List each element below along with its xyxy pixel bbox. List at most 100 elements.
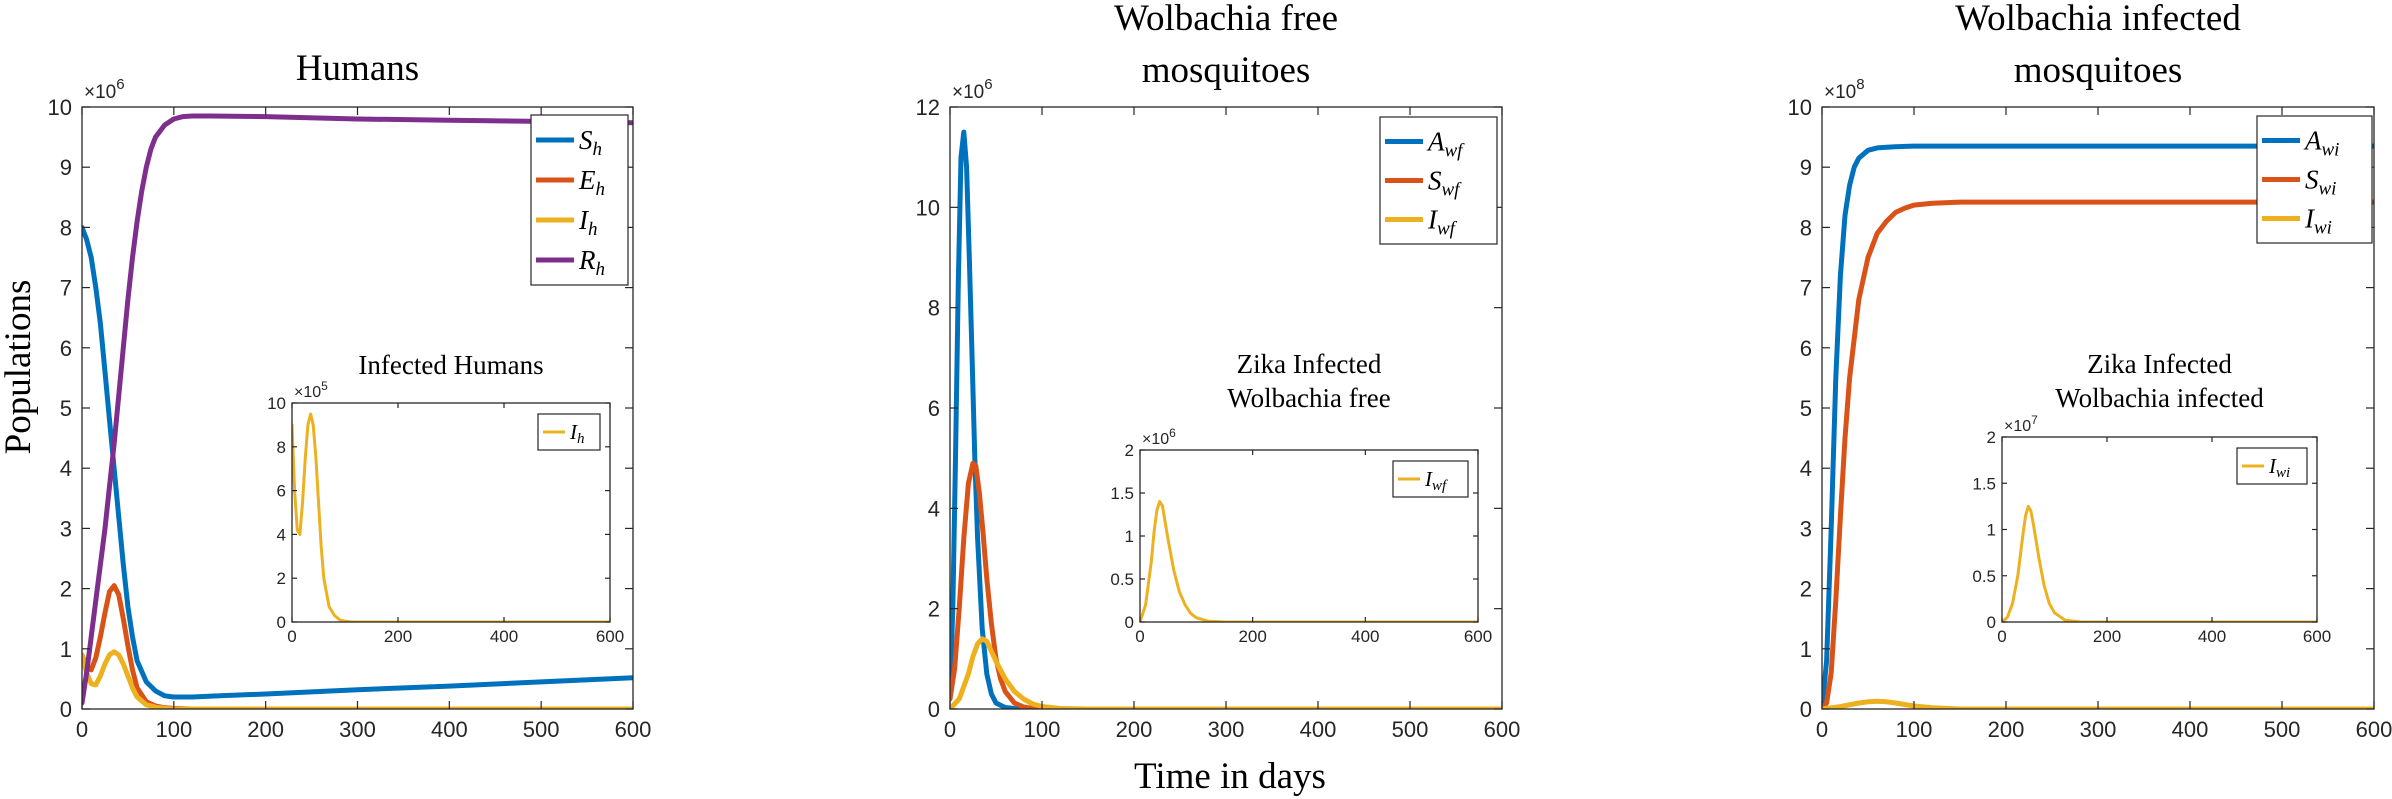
x-tick-label: 0 bbox=[1816, 717, 1828, 742]
chart-title-line: Humans bbox=[296, 48, 419, 89]
y-tick-label: 1 bbox=[1987, 521, 1996, 540]
legend-subscript: wi bbox=[2322, 140, 2340, 161]
series-line-Awi bbox=[1822, 143, 2374, 709]
x-tick-label: 500 bbox=[523, 717, 560, 742]
y-exponent-label: ×108 bbox=[1824, 76, 1865, 103]
y-tick-label: 1.5 bbox=[1972, 474, 1996, 493]
inset-title-line: Wolbachia infected bbox=[2055, 383, 2264, 413]
chart-title-line: Wolbachia infected bbox=[1955, 0, 2241, 39]
x-tick-label: 300 bbox=[2080, 717, 2117, 742]
chart-title-line: Wolbachia free bbox=[1114, 0, 1338, 39]
legend-subscript: h bbox=[577, 431, 585, 447]
x-tick-label: 200 bbox=[2093, 627, 2121, 646]
y-tick-label: 10 bbox=[267, 394, 286, 413]
y-tick-label: 0 bbox=[1125, 613, 1134, 632]
series-line-Swf bbox=[950, 460, 1502, 709]
x-tick-label: 100 bbox=[155, 717, 192, 742]
y-tick-label: 6 bbox=[1800, 336, 1812, 361]
y-tick-label: 1.5 bbox=[1110, 484, 1134, 503]
y-tick-label: 10 bbox=[1788, 95, 1812, 120]
x-tick-label: 400 bbox=[490, 627, 518, 646]
series-line-Swi bbox=[1822, 199, 2374, 709]
y-tick-label: 3 bbox=[60, 516, 72, 541]
y-tick-label: 8 bbox=[60, 215, 72, 240]
y-tick-label: 9 bbox=[60, 155, 72, 180]
x-tick-label: 600 bbox=[1484, 717, 1521, 742]
y-tick-label: 0 bbox=[928, 697, 940, 722]
legend-subscript: wf bbox=[1445, 141, 1466, 162]
x-tick-label: 200 bbox=[384, 627, 412, 646]
y-tick-label: 7 bbox=[1800, 276, 1812, 301]
x-tick-label: 600 bbox=[615, 717, 652, 742]
y-exponent-power: 6 bbox=[116, 76, 124, 93]
y-tick-label: 2 bbox=[928, 597, 940, 622]
inset-title-line: Wolbachia free bbox=[1227, 383, 1390, 413]
y-exponent-label: ×106 bbox=[1142, 426, 1176, 448]
y-tick-label: 10 bbox=[916, 195, 940, 220]
x-tick-label: 400 bbox=[2198, 627, 2226, 646]
y-tick-label: 8 bbox=[277, 438, 286, 457]
y-tick-label: 8 bbox=[928, 296, 940, 321]
series-line-Iwi bbox=[2002, 504, 2317, 622]
legend-subscript: h bbox=[596, 179, 606, 200]
x-tick-label: 600 bbox=[596, 627, 624, 646]
x-axis-label: Time in days bbox=[1134, 756, 1326, 797]
y-tick-label: 2 bbox=[60, 577, 72, 602]
x-tick-label: 0 bbox=[944, 717, 956, 742]
series-line-Awf bbox=[950, 129, 1502, 709]
x-tick-label: 0 bbox=[1135, 627, 1144, 646]
legend-subscript: wi bbox=[2314, 218, 2332, 239]
inset-wolbachia-infected: 0 200 400 600 0 0.5 1 1.5 2 ×107 Zika Infected Wolb… bbox=[1972, 349, 2331, 646]
x-tick-label: 200 bbox=[1116, 717, 1153, 742]
y-tick-label: 0 bbox=[60, 697, 72, 722]
y-tick-label: 2 bbox=[1125, 441, 1134, 460]
chart-title-line: mosquitoes bbox=[1142, 50, 1311, 91]
series-line-Iwi bbox=[1822, 698, 2374, 709]
legend-subscript: wf bbox=[1442, 180, 1463, 201]
y-tick-label: 1 bbox=[60, 637, 72, 662]
y-exponent-label: ×107 bbox=[2004, 413, 2038, 435]
x-tick-label: 0 bbox=[1997, 627, 2006, 646]
x-tick-label: 600 bbox=[2303, 627, 2331, 646]
inset-wolbachia-free: 0 200 400 600 0 0.5 1 1.5 2 ×106 Zika Infected Wolb… bbox=[1110, 349, 1492, 646]
y-tick-label: 1 bbox=[1125, 527, 1134, 546]
y-exponent-power: 5 bbox=[321, 379, 328, 393]
y-tick-label: 0 bbox=[277, 613, 286, 632]
x-tick-label: 200 bbox=[1988, 717, 2025, 742]
y-tick-label: 8 bbox=[1800, 215, 1812, 240]
y-exponent-label: ×106 bbox=[952, 76, 993, 103]
series-group bbox=[1140, 500, 1478, 622]
inset-humans: 0 200 400 600 0 2 4 6 8 10 ×105 Infected Humans Ih bbox=[267, 350, 624, 646]
y-exponent-power: 6 bbox=[1169, 426, 1176, 440]
y-tick-label: 4 bbox=[60, 456, 72, 481]
x-tick-label: 500 bbox=[1392, 717, 1429, 742]
y-exponent-label: ×105 bbox=[294, 379, 328, 401]
inset-title-line: Zika Infected bbox=[2087, 349, 2232, 379]
x-tick-label: 100 bbox=[1024, 717, 1061, 742]
inset-legend: Iwi bbox=[2236, 447, 2308, 485]
legend-subscript: h bbox=[596, 259, 606, 280]
y-tick-label: 2 bbox=[1987, 428, 1996, 447]
x-tick-label: 500 bbox=[2264, 717, 2301, 742]
y-tick-label: 0.5 bbox=[1972, 567, 1996, 586]
series-line-Rh bbox=[82, 113, 633, 706]
x-tick-label: 600 bbox=[2356, 717, 2392, 742]
y-tick-label: 1 bbox=[1800, 637, 1812, 662]
y-tick-label: 5 bbox=[1800, 396, 1812, 421]
legend-subscript: wi bbox=[2276, 465, 2290, 481]
shared-ylabel-group: Populations bbox=[0, 280, 39, 455]
series-line-Sh bbox=[82, 224, 633, 700]
legend-subscript: wi bbox=[2319, 179, 2337, 200]
y-exponent-power: 8 bbox=[1856, 76, 1864, 93]
x-tick-label: 600 bbox=[1464, 627, 1492, 646]
x-tick-label: 200 bbox=[1238, 627, 1266, 646]
x-tick-label: 100 bbox=[1896, 717, 1933, 742]
y-tick-label: 5 bbox=[60, 396, 72, 421]
x-tick-label: 400 bbox=[431, 717, 468, 742]
